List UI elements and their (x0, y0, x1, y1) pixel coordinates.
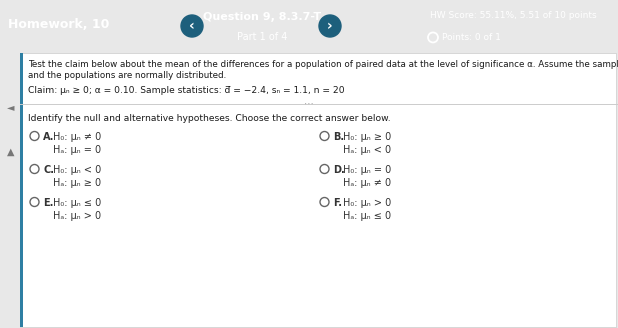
Text: Hₐ: μₙ < 0: Hₐ: μₙ < 0 (343, 145, 391, 155)
Text: Hₐ: μₙ ≤ 0: Hₐ: μₙ ≤ 0 (343, 211, 391, 221)
Text: Homework, 10: Homework, 10 (8, 18, 109, 31)
Text: Test the claim below about the mean of the differences for a population of paire: Test the claim below about the mean of t… (28, 60, 618, 69)
Text: H₀: μₙ ≥ 0: H₀: μₙ ≥ 0 (343, 132, 391, 142)
Text: ‹: ‹ (189, 19, 195, 33)
Text: C.: C. (43, 165, 54, 175)
Text: H₀: μₙ < 0: H₀: μₙ < 0 (53, 165, 101, 175)
Text: ◄: ◄ (7, 102, 15, 112)
Text: ⋯: ⋯ (304, 99, 314, 109)
Text: Hₐ: μₙ > 0: Hₐ: μₙ > 0 (53, 211, 101, 221)
Text: H₀: μₙ ≠ 0: H₀: μₙ ≠ 0 (53, 132, 101, 142)
Text: A.: A. (43, 132, 54, 142)
Text: Part 1 of 4: Part 1 of 4 (237, 32, 287, 42)
Text: H₀: μₙ ≤ 0: H₀: μₙ ≤ 0 (53, 198, 101, 208)
Text: D.: D. (333, 165, 345, 175)
Text: HW Score: 55.11%, 5.51 of 10 points: HW Score: 55.11%, 5.51 of 10 points (430, 11, 596, 20)
Text: Points: 0 of 1: Points: 0 of 1 (442, 33, 501, 42)
Text: H₀: μₙ > 0: H₀: μₙ > 0 (343, 198, 391, 208)
Text: ▲: ▲ (7, 147, 15, 157)
Circle shape (319, 15, 341, 37)
Text: Question 9, 8.3.7-T: Question 9, 8.3.7-T (203, 11, 321, 22)
Bar (20, 53, 23, 327)
Text: F.: F. (333, 198, 342, 208)
Text: ›: › (327, 19, 333, 33)
Text: Hₐ: μₙ ≠ 0: Hₐ: μₙ ≠ 0 (343, 178, 391, 188)
Text: Identify the null and alternative hypotheses. Choose the correct answer below.: Identify the null and alternative hypoth… (28, 114, 391, 123)
Circle shape (181, 15, 203, 37)
Text: B.: B. (333, 132, 344, 142)
Text: Hₐ: μₙ = 0: Hₐ: μₙ = 0 (53, 145, 101, 155)
Text: Claim: μₙ ≥ 0; α = 0.10. Sample statistics: d̅ = −2.4, sₙ = 1.1, n = 20: Claim: μₙ ≥ 0; α = 0.10. Sample statisti… (28, 86, 345, 95)
Text: E.: E. (43, 198, 53, 208)
Text: Hₐ: μₙ ≥ 0: Hₐ: μₙ ≥ 0 (53, 178, 101, 188)
Text: H₀: μₙ = 0: H₀: μₙ = 0 (343, 165, 391, 175)
Text: and the populations are normally distributed.: and the populations are normally distrib… (28, 71, 226, 80)
